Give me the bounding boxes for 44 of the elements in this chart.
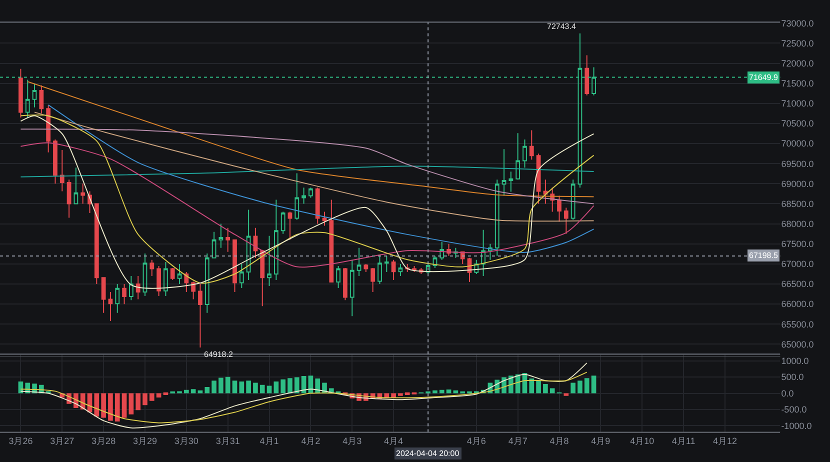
y-tick-label: 68500.0 bbox=[781, 198, 814, 209]
annotation: 72743.4 bbox=[547, 22, 576, 31]
y-tick-label: 71500.0 bbox=[781, 78, 814, 88]
x-tick-label: 4月6 bbox=[466, 436, 486, 446]
x-tick-label: 3月30 bbox=[174, 436, 198, 446]
y-tick-label: 70500.0 bbox=[781, 118, 814, 129]
x-tick-label: 4月11 bbox=[672, 436, 696, 446]
y-tick-label: 68000.0 bbox=[781, 218, 814, 229]
annotation: 64918.2 bbox=[204, 350, 234, 359]
y-tick-label: 500.0 bbox=[781, 372, 804, 382]
x-tick-label: 4月3 bbox=[342, 436, 362, 446]
y-tick-label: 72000.0 bbox=[781, 58, 814, 68]
x-tick-label: 3月31 bbox=[216, 436, 240, 446]
y-tick-label: 0.0 bbox=[781, 388, 794, 398]
x-tick-label: 3月26 bbox=[8, 436, 33, 446]
x-tick-label: 3月27 bbox=[50, 436, 74, 446]
y-tick-label: 71000.0 bbox=[781, 98, 814, 109]
x-tick-label: 4月2 bbox=[301, 436, 320, 446]
y-tick-label: 70000.0 bbox=[781, 138, 814, 149]
y-tick-label: -500.0 bbox=[781, 404, 807, 415]
x-tick-label: 3月29 bbox=[132, 436, 158, 446]
y-tick-label: 67000.0 bbox=[781, 259, 814, 270]
x-tick-label: 4月9 bbox=[591, 436, 610, 446]
x-tick-label: 4月8 bbox=[550, 436, 569, 446]
ref-line-label: 71649.9 bbox=[749, 73, 778, 82]
x-tick-label: 3月28 bbox=[92, 436, 116, 446]
y-tick-label: 65500.0 bbox=[781, 319, 814, 330]
y-tick-label: -1000.0 bbox=[781, 420, 812, 431]
ref-line-label: 67198.5 bbox=[749, 251, 778, 260]
x-tick-label: 4月1 bbox=[260, 436, 279, 446]
y-tick-label: 65000.0 bbox=[781, 339, 814, 350]
y-tick-label: 73000.0 bbox=[781, 18, 814, 28]
y-tick-label: 69500.0 bbox=[781, 158, 814, 169]
y-tick-label: 69000.0 bbox=[781, 178, 814, 189]
x-tick-label: 4月12 bbox=[712, 436, 737, 446]
x-tick-label: 4月4 bbox=[384, 436, 404, 446]
ref-line-label: 2024-04-04 20:00 bbox=[396, 449, 460, 458]
y-tick-label: 72500.0 bbox=[781, 38, 814, 48]
y-tick-label: 1000.0 bbox=[781, 356, 809, 366]
x-tick-label: 4月10 bbox=[630, 436, 654, 446]
y-tick-label: 66500.0 bbox=[781, 279, 814, 290]
y-tick-label: 66000.0 bbox=[781, 299, 814, 310]
y-tick-label: 67500.0 bbox=[781, 239, 814, 250]
x-tick-label: 4月7 bbox=[508, 436, 528, 446]
